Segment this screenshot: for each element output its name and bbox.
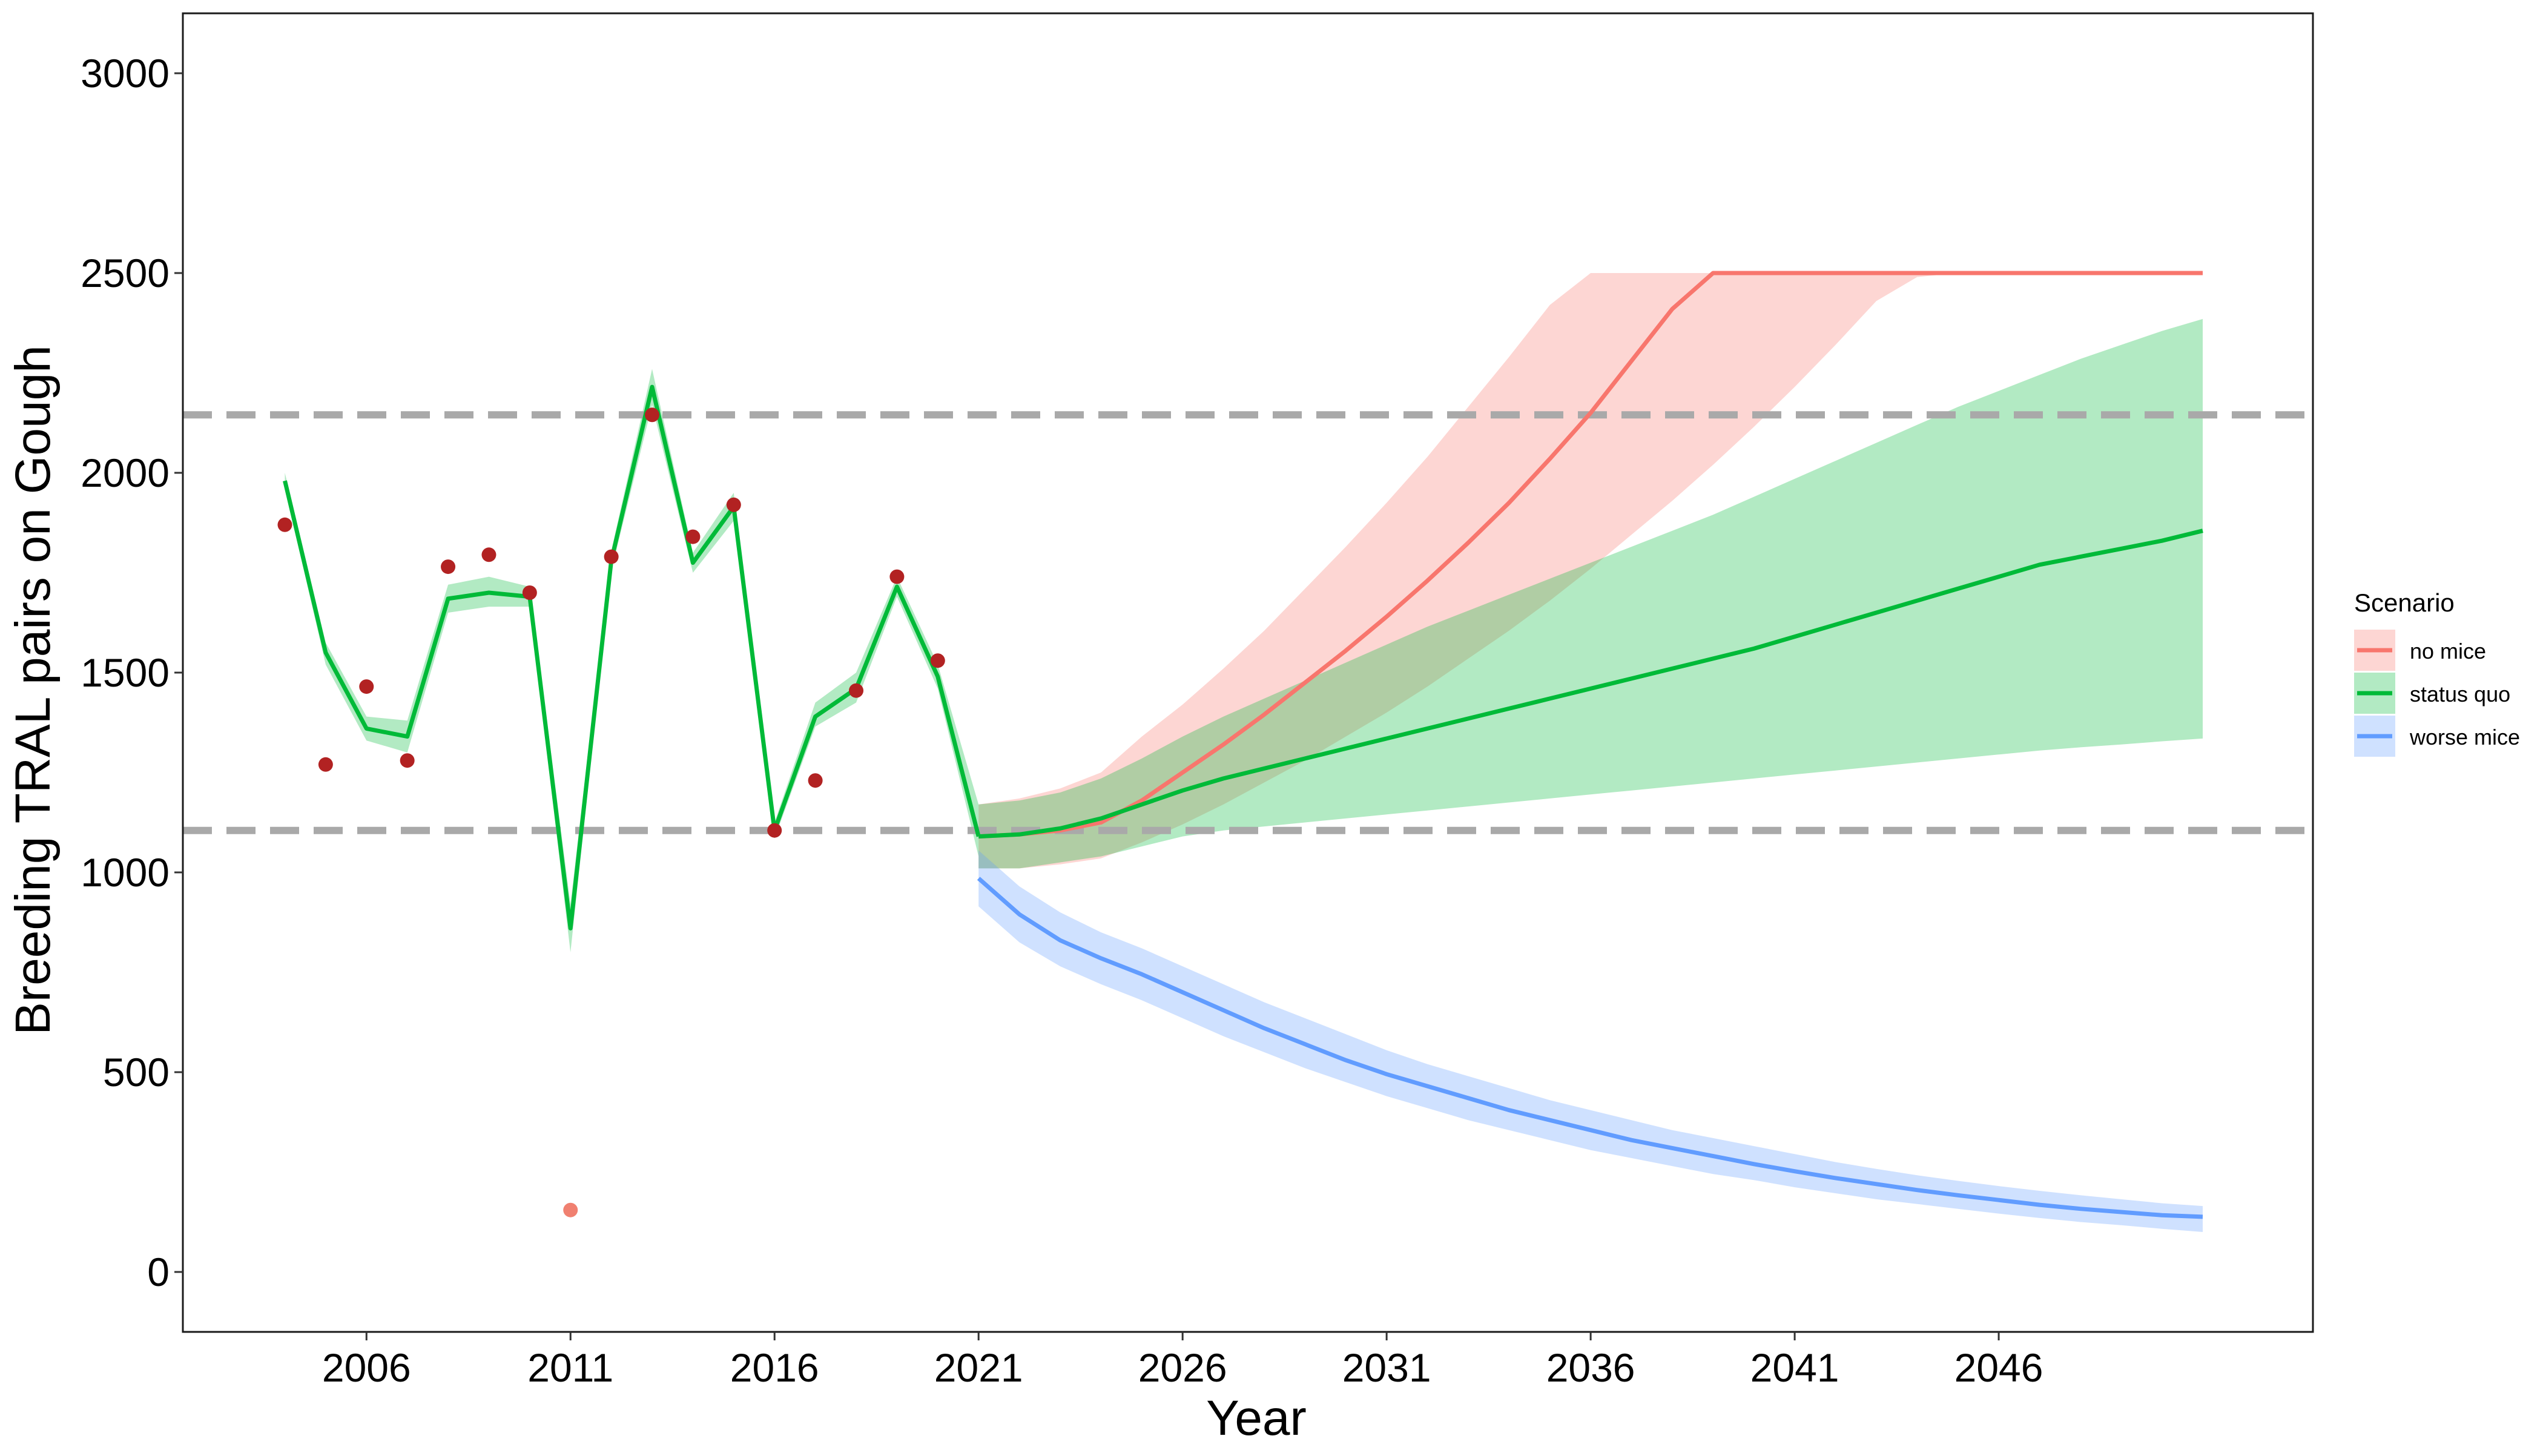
line-no-mice xyxy=(978,271,2203,839)
observed-point xyxy=(726,497,741,512)
observed-point xyxy=(930,653,945,668)
observed-point xyxy=(645,407,660,423)
line-status-quo xyxy=(978,529,2203,839)
x-tick-label: 2026 xyxy=(1138,1345,1227,1390)
legend-label: status quo xyxy=(2410,682,2510,707)
y-tick-label: 3000 xyxy=(81,51,170,96)
observed-point xyxy=(889,569,905,584)
legend-label: no mice xyxy=(2410,639,2486,664)
axes-layer: 2006 2011 2016 2021 2026 2031 2036 2041 2046 0 50… xyxy=(5,51,2043,1446)
line-worse-mice xyxy=(977,877,2203,1219)
outlier-point xyxy=(563,1202,578,1217)
x-tick-label: 2031 xyxy=(1342,1345,1431,1390)
x-axis-title: Year xyxy=(1206,1391,1307,1446)
band-no-mice xyxy=(978,273,2203,869)
y-tick-label: 1500 xyxy=(81,650,170,695)
observed-point xyxy=(277,517,292,532)
legend-title: Scenario xyxy=(2354,588,2455,617)
observed-point xyxy=(318,757,333,772)
y-tick-label: 2000 xyxy=(81,450,170,495)
x-tick-label: 2036 xyxy=(1546,1345,1635,1390)
observed-point xyxy=(685,529,701,544)
y-axis-title: Breeding TRAL pairs on Gough xyxy=(5,345,61,1035)
y-tick-label: 1000 xyxy=(81,850,170,895)
observed-point xyxy=(441,559,456,575)
x-tick-label: 2006 xyxy=(322,1345,411,1390)
fitted-past-line xyxy=(283,384,981,931)
band-worse-mice xyxy=(978,850,2203,1232)
x-tick-label: 2041 xyxy=(1750,1345,1839,1390)
x-tick-label: 2021 xyxy=(934,1345,1023,1390)
fitted-past-band xyxy=(285,369,979,952)
y-tick-label: 0 xyxy=(147,1250,170,1294)
observed-point xyxy=(604,549,619,564)
y-axis-ticks: 0 500 1000 1500 2000 2500 3000 xyxy=(81,51,183,1294)
observed-point xyxy=(400,753,415,768)
y-tick-label: 500 xyxy=(103,1050,170,1095)
observed-point xyxy=(522,585,537,600)
band-status-quo xyxy=(978,318,2203,869)
x-tick-label: 2046 xyxy=(1954,1345,2043,1390)
observed-points-layer xyxy=(277,407,945,1217)
x-tick-label: 2011 xyxy=(527,1345,613,1390)
y-tick-label: 2500 xyxy=(81,251,170,295)
x-axis-ticks: 2006 2011 2016 2021 2026 2031 2036 2041 2046 xyxy=(322,1332,2043,1390)
confidence-bands-layer xyxy=(285,273,2203,1232)
observed-point xyxy=(808,773,823,788)
reference-lines-layer xyxy=(183,411,2313,834)
legend-label: worse mice xyxy=(2409,725,2520,749)
x-tick-label: 2016 xyxy=(730,1345,819,1390)
observed-point xyxy=(849,683,864,698)
legend-keys: no mice status quo worse mice xyxy=(2354,630,2520,757)
legend: Scenario no mice status quo worse mice xyxy=(2354,588,2520,757)
observed-point xyxy=(359,679,374,694)
series-lines-layer xyxy=(283,271,2203,1219)
observed-point xyxy=(767,823,782,838)
observed-point xyxy=(481,547,496,562)
